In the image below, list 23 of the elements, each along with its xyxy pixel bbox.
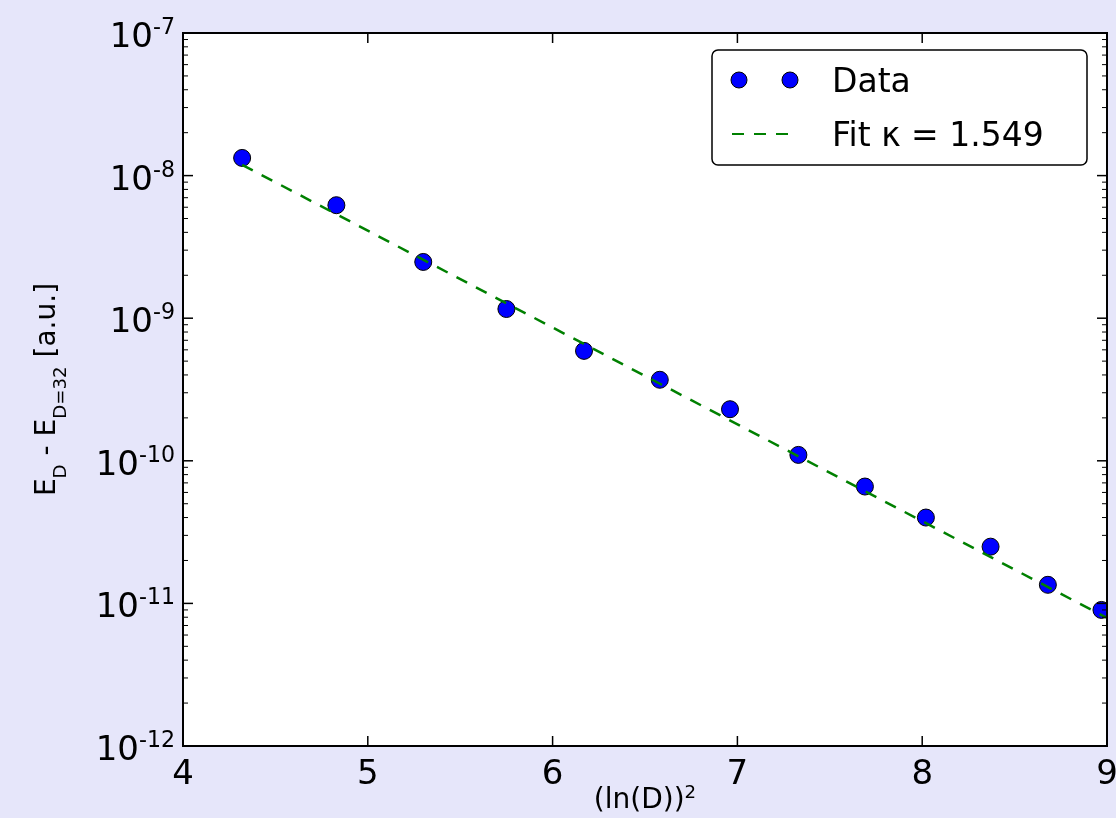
x-tick-label: 4 — [172, 752, 194, 792]
y-tick-label: 10$^{-10}$ — [95, 440, 175, 483]
x-tick-label: 7 — [726, 752, 749, 792]
point — [497, 300, 516, 319]
y-tick-label: 10$^{-11}$ — [95, 583, 175, 626]
point — [855, 477, 874, 496]
y-tick-label: 10$^{-8}$ — [109, 155, 175, 198]
x-tick-label: 6 — [541, 752, 564, 792]
point — [575, 341, 594, 360]
point — [233, 148, 252, 167]
y-tick-label: 10$^{-12}$ — [95, 726, 175, 768]
legend-label: Fit κ = 1.549 — [832, 115, 1044, 154]
point — [981, 537, 1000, 556]
legend-label: Data — [832, 61, 911, 100]
point — [327, 196, 346, 215]
x-tick-label: 8 — [911, 752, 934, 792]
x-axis-title: (ln(D))$^{2}$ — [593, 780, 697, 815]
point — [721, 400, 740, 419]
x-tick-label: 9 — [1096, 752, 1116, 792]
y-tick-label: 10$^{-7}$ — [109, 13, 175, 55]
y-tick-label: 10$^{-9}$ — [109, 298, 175, 341]
x-tick-label: 5 — [356, 752, 379, 792]
point — [916, 508, 935, 527]
